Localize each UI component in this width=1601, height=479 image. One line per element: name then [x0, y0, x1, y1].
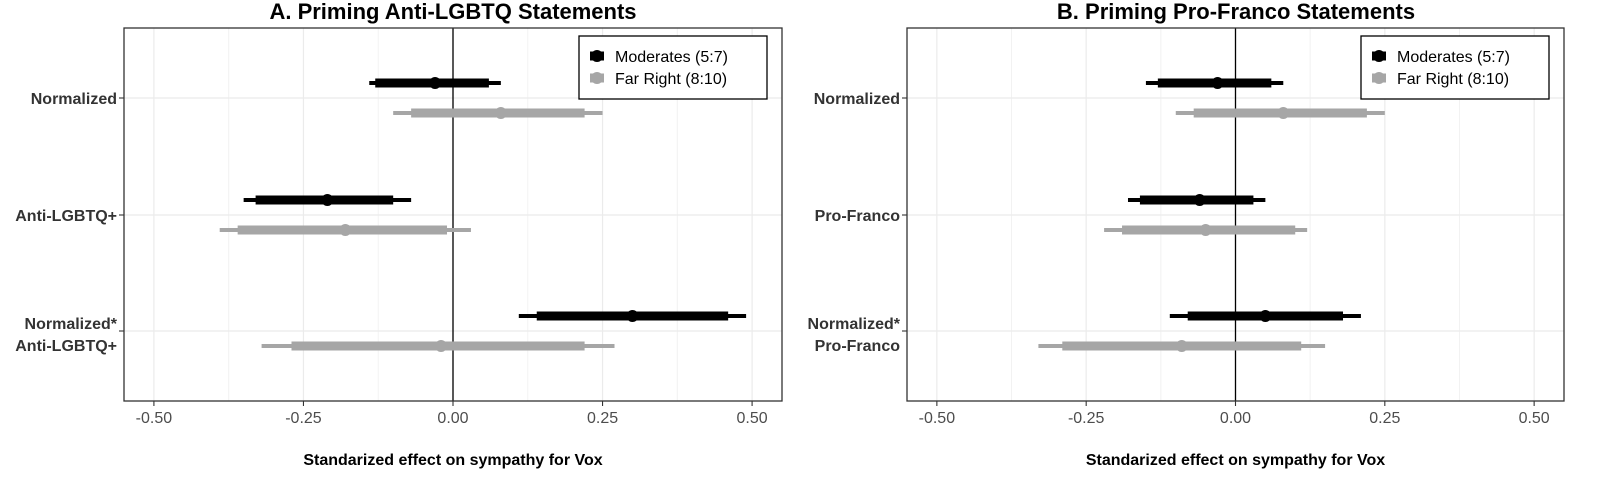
y-category-label: Pro-Franco: [815, 208, 901, 225]
point-estimate: [429, 77, 442, 89]
point-estimate: [1175, 340, 1188, 352]
panel-title: A. Priming Anti-LGBTQ Statements: [269, 0, 636, 24]
legend-label: Moderates (5:7): [1397, 49, 1510, 66]
y-category-label: Normalized*: [808, 316, 901, 333]
point-estimate: [339, 224, 352, 236]
x-tick-label: 0.25: [587, 410, 618, 427]
x-tick-label: 0.50: [1519, 410, 1550, 427]
y-category-label: Anti-LGBTQ+: [15, 208, 117, 225]
point-estimate: [1277, 107, 1290, 119]
y-category-label: Normalized: [31, 91, 117, 108]
legend-key-point: [1373, 72, 1385, 84]
x-tick-label: 0.00: [437, 410, 468, 427]
point-estimate: [1199, 224, 1212, 236]
panel-a: A. Priming Anti-LGBTQ Statements Normaliz…: [15, 0, 783, 469]
x-axis-title: Standarized effect on sympathy for Vox: [303, 452, 602, 469]
point-estimate: [1211, 77, 1224, 89]
legend-key-point: [1373, 50, 1385, 62]
point-estimate: [1193, 194, 1206, 206]
x-axis-title: Standarized effect on sympathy for Vox: [1086, 452, 1385, 469]
y-category-label: Pro-Franco: [815, 338, 901, 355]
point-estimate: [626, 310, 639, 322]
legend-label: Moderates (5:7): [615, 49, 728, 66]
y-category-label: Anti-LGBTQ+: [15, 338, 117, 355]
panel-title: B. Priming Pro-Franco Statements: [1057, 0, 1415, 24]
point-estimate: [1259, 310, 1272, 322]
x-tick-label: -0.25: [285, 410, 322, 427]
point-estimate: [435, 340, 448, 352]
point-estimate: [321, 194, 334, 206]
x-tick-label: 0.50: [737, 410, 768, 427]
y-category-label: Normalized: [814, 91, 900, 108]
legend-label: Far Right (8:10): [615, 71, 727, 88]
point-estimate: [494, 107, 507, 119]
legend: Moderates (5:7) Far Right (8:10): [1360, 35, 1550, 100]
x-tick-label: 0.00: [1220, 410, 1251, 427]
x-tick-label: 0.25: [1369, 410, 1400, 427]
x-tick-label: -0.25: [1068, 410, 1105, 427]
x-tick-label: -0.50: [136, 410, 173, 427]
legend-key-point: [591, 72, 603, 84]
legend: Moderates (5:7) Far Right (8:10): [578, 35, 768, 100]
legend-box: [1360, 35, 1550, 100]
x-tick-label: -0.50: [919, 410, 956, 427]
panel-b: B. Priming Pro-Franco Statements Normaliz…: [808, 0, 1565, 469]
legend-label: Far Right (8:10): [1397, 71, 1509, 88]
y-category-label: Normalized*: [25, 316, 118, 333]
legend-key-point: [591, 50, 603, 62]
legend-box: [578, 35, 768, 100]
